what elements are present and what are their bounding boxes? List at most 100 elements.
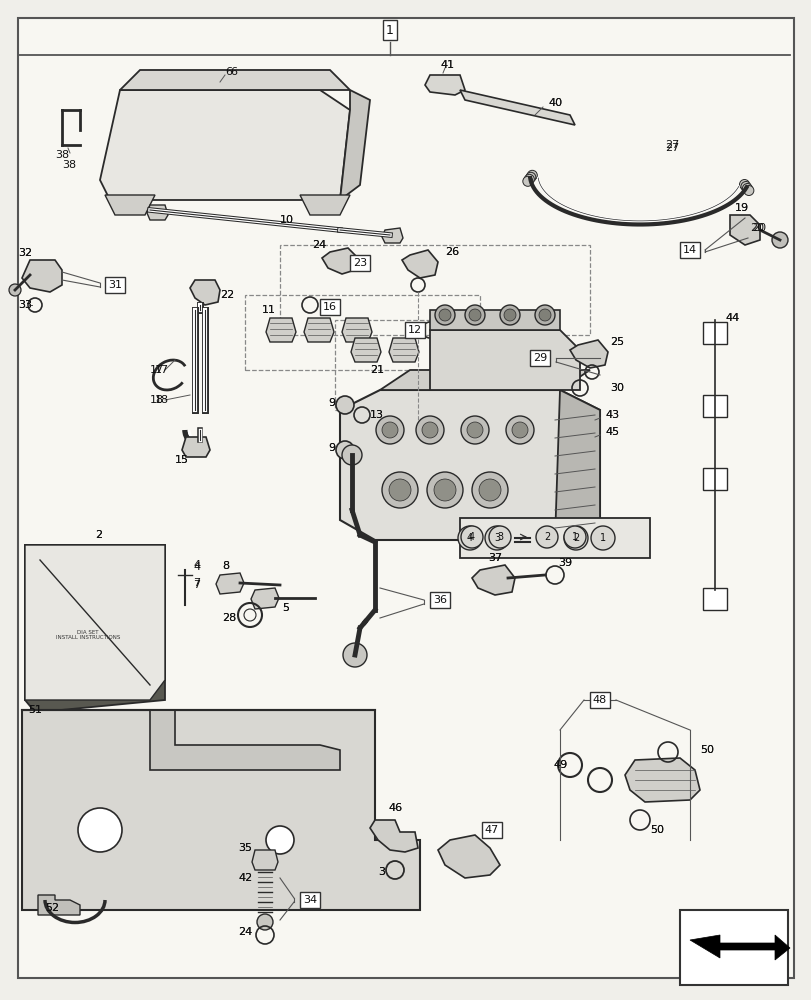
Text: 9: 9	[328, 443, 335, 453]
Text: 5: 5	[281, 603, 289, 613]
Text: 20: 20	[751, 223, 766, 233]
Text: 15: 15	[175, 455, 189, 465]
Polygon shape	[340, 390, 599, 540]
Text: 44: 44	[724, 313, 738, 323]
Circle shape	[504, 309, 515, 321]
Text: 11: 11	[262, 305, 276, 315]
Polygon shape	[322, 248, 358, 274]
Text: 21: 21	[370, 365, 384, 375]
Polygon shape	[569, 340, 607, 368]
Text: 18: 18	[155, 395, 169, 405]
Text: 11: 11	[262, 305, 276, 315]
Text: 30: 30	[609, 383, 623, 393]
Polygon shape	[25, 545, 165, 712]
Circle shape	[9, 284, 21, 296]
Text: 13: 13	[370, 410, 384, 420]
Text: 42: 42	[238, 873, 252, 883]
Text: 35: 35	[238, 843, 251, 853]
Circle shape	[500, 305, 519, 325]
Bar	[460, 518, 649, 558]
Polygon shape	[381, 228, 402, 243]
Polygon shape	[424, 75, 465, 95]
Circle shape	[741, 184, 752, 194]
Polygon shape	[471, 565, 514, 595]
Polygon shape	[25, 545, 165, 700]
Text: 2: 2	[543, 532, 549, 542]
Circle shape	[336, 441, 354, 459]
Text: 32: 32	[18, 248, 32, 258]
Circle shape	[78, 808, 122, 852]
Circle shape	[522, 176, 532, 186]
Text: 30: 30	[609, 383, 623, 393]
Bar	[245, 295, 479, 370]
Text: 39: 39	[557, 558, 572, 568]
Text: 46: 46	[388, 803, 401, 813]
Text: 50: 50	[649, 825, 663, 835]
Circle shape	[512, 422, 527, 438]
Text: 7: 7	[193, 580, 200, 590]
Text: 9: 9	[328, 398, 335, 408]
Polygon shape	[437, 835, 500, 878]
Bar	[280, 245, 590, 335]
Text: 52: 52	[45, 903, 59, 913]
Text: 1: 1	[571, 532, 577, 542]
Polygon shape	[120, 70, 350, 90]
Polygon shape	[729, 215, 759, 245]
Circle shape	[466, 422, 483, 438]
Polygon shape	[340, 90, 370, 200]
Text: 5: 5	[281, 603, 289, 613]
Bar	[702, 395, 726, 417]
Text: 42: 42	[238, 873, 252, 883]
Text: 32: 32	[18, 248, 32, 258]
Text: 52: 52	[45, 903, 59, 913]
Polygon shape	[341, 318, 371, 342]
Circle shape	[524, 174, 534, 184]
Text: 18: 18	[150, 395, 164, 405]
Text: 28: 28	[221, 613, 236, 623]
Text: 23: 23	[353, 258, 367, 268]
Circle shape	[771, 232, 787, 248]
Text: 15: 15	[175, 455, 189, 465]
Text: 9: 9	[328, 398, 335, 408]
Circle shape	[341, 445, 362, 465]
Text: 22: 22	[220, 290, 234, 300]
Circle shape	[539, 309, 551, 321]
Circle shape	[388, 479, 410, 501]
Text: 38: 38	[62, 160, 76, 170]
Circle shape	[257, 914, 272, 930]
Circle shape	[381, 472, 418, 508]
Text: 47: 47	[484, 825, 499, 835]
Text: 1: 1	[385, 24, 393, 37]
Circle shape	[478, 479, 500, 501]
Text: 22: 22	[220, 290, 234, 300]
Text: 4: 4	[193, 562, 200, 572]
Polygon shape	[380, 370, 590, 390]
Text: 33: 33	[18, 300, 32, 310]
Text: 8: 8	[221, 561, 229, 571]
Text: 25: 25	[609, 337, 624, 347]
Text: 36: 36	[432, 595, 446, 605]
Circle shape	[375, 416, 404, 444]
Text: 51: 51	[28, 705, 42, 715]
Text: 33: 33	[18, 300, 32, 310]
Text: 3: 3	[378, 867, 384, 877]
Polygon shape	[350, 338, 380, 362]
Text: 45: 45	[604, 427, 618, 437]
Polygon shape	[430, 310, 560, 330]
Polygon shape	[216, 573, 243, 594]
Polygon shape	[370, 820, 418, 852]
Polygon shape	[266, 318, 296, 342]
Circle shape	[342, 643, 367, 667]
Text: 24: 24	[238, 927, 252, 937]
Text: 37: 37	[487, 553, 501, 563]
Circle shape	[535, 526, 557, 548]
Polygon shape	[401, 250, 437, 278]
Text: 4: 4	[193, 560, 200, 570]
Text: 50: 50	[699, 745, 713, 755]
Text: 17: 17	[150, 365, 164, 375]
Polygon shape	[460, 90, 574, 125]
Text: 43: 43	[604, 410, 618, 420]
Polygon shape	[147, 205, 168, 220]
Text: 7: 7	[193, 578, 200, 588]
Circle shape	[465, 305, 484, 325]
